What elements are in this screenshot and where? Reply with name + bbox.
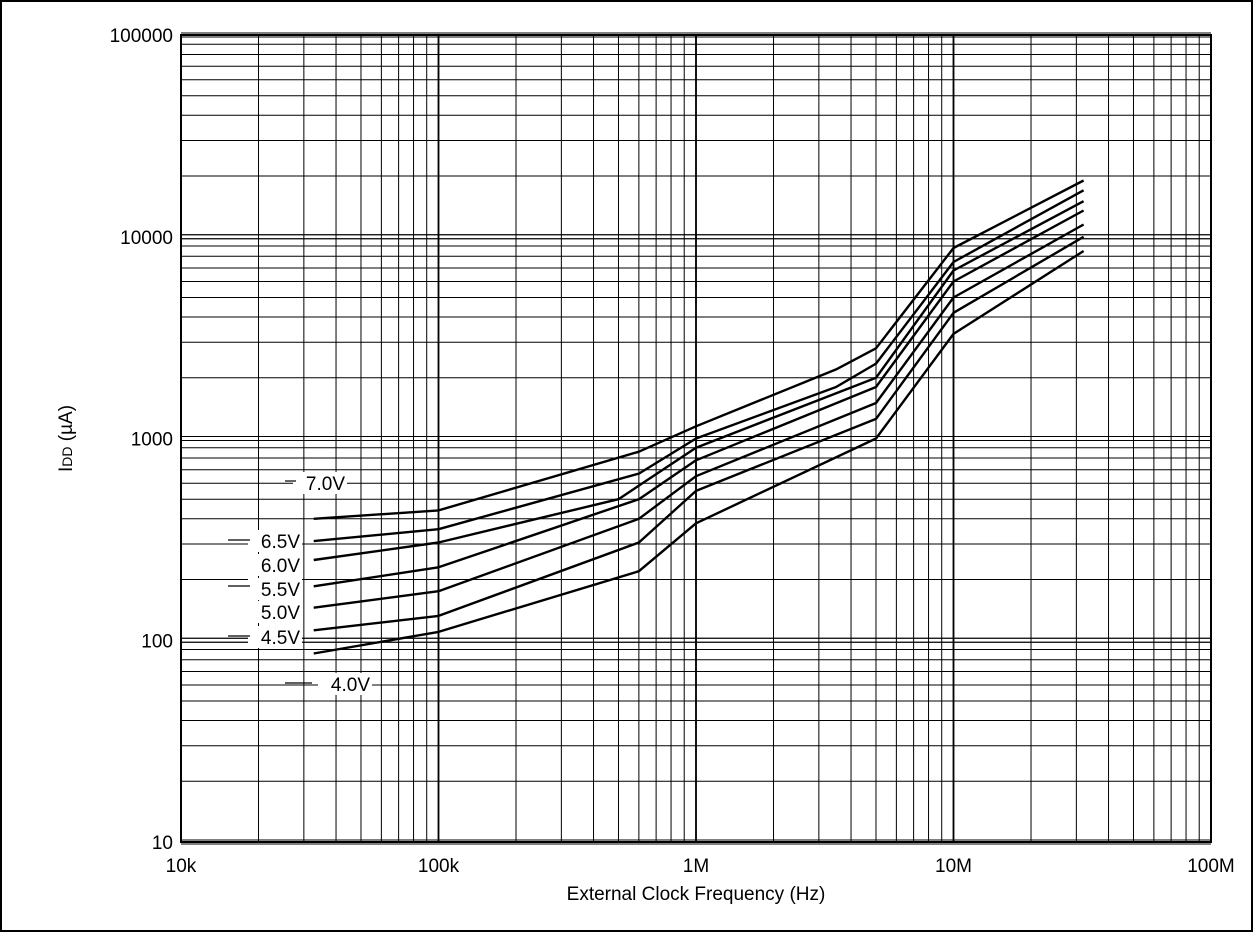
series-line-7-0v — [313, 179, 1085, 520]
series-label-7-0v-bg — [293, 472, 347, 494]
series-line-6-0v — [313, 200, 1085, 562]
y-tick-label: 100 — [141, 631, 173, 652]
series-label-6-0v-bg — [248, 554, 302, 576]
y-tick-label: 100000 — [110, 26, 173, 47]
y-tick-label: 1000 — [131, 430, 173, 451]
series-label-5-0v-bg — [248, 601, 302, 623]
series-label-5-0v: 5.0V — [261, 603, 300, 624]
series-label-5-5v-bg — [248, 578, 302, 600]
y-axis-title-subscript: DD — [59, 447, 75, 467]
x-tick-label: 100k — [418, 856, 460, 877]
series-label-6-0v: 6.0V — [261, 556, 300, 577]
series-labels: 7.0V 6.5V 6.0V 5.5V5.0V 4.5V 4.0V — [228, 472, 372, 696]
series-label-6-5v: 6.5V — [261, 532, 300, 553]
series-line-5-5v — [313, 209, 1085, 588]
x-tick-label: 10k — [166, 856, 197, 877]
y-tick-label: 10 — [152, 833, 173, 854]
series-label-6-5v-bg — [248, 530, 302, 552]
series-line-6-5v — [313, 189, 1085, 543]
series-lines — [313, 179, 1085, 655]
series-label-4-0v-bg — [318, 673, 372, 695]
plot-area-border — [180, 34, 1212, 843]
y-axis-title-main: I — [56, 467, 77, 472]
y-tick-label: 10000 — [120, 228, 173, 249]
series-label-4-0v: 4.0V — [331, 675, 370, 696]
x-tick-label: 1M — [683, 856, 709, 877]
series-line-5-0v — [313, 223, 1085, 609]
series-label-4-5v: 4.5V — [261, 628, 300, 649]
series-label-7-0v: 7.0V — [306, 474, 345, 495]
x-axis-tick-labels: 10k 100k 1M 10M 100M — [166, 856, 1235, 877]
grid — [180, 32, 1212, 845]
series-label-4-5v-bg — [248, 626, 302, 648]
series-line-4-0v — [313, 249, 1085, 655]
series-line-4-5v — [313, 235, 1085, 632]
series-label-5-5v: 5.5V — [261, 580, 300, 601]
x-tick-label: 100M — [1187, 856, 1235, 877]
x-tick-label: 10M — [935, 856, 972, 877]
y-axis-title-unit: (µA) — [56, 405, 77, 447]
y-axis-tick-labels: 10 100 1000 10000 100000 — [110, 26, 173, 854]
y-axis-title: IDD (µA) — [56, 405, 77, 472]
x-axis-title: External Clock Frequency (Hz) — [567, 884, 826, 905]
